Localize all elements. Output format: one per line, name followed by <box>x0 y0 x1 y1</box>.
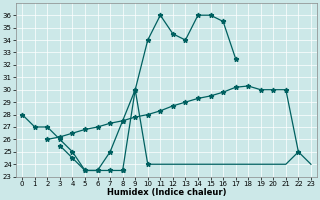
X-axis label: Humidex (Indice chaleur): Humidex (Indice chaleur) <box>107 188 226 197</box>
